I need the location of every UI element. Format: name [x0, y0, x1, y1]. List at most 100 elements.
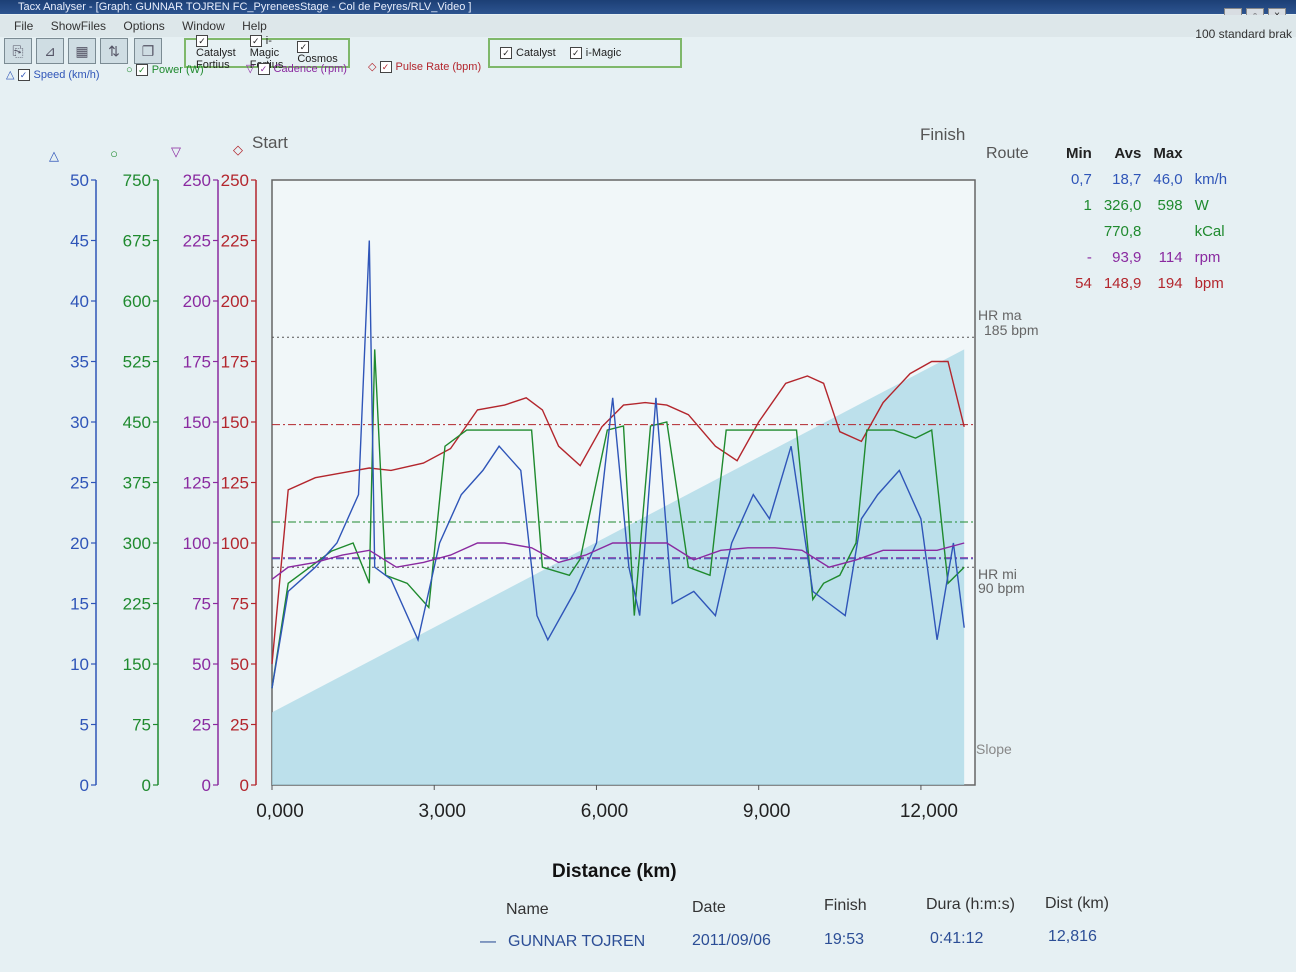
menu-options[interactable]: Options — [123, 19, 165, 33]
checkbox-icon[interactable]: ✓ — [135, 64, 148, 76]
pulse-tick-label: 100 — [221, 534, 249, 553]
toggle-power[interactable]: ○ ✓ Power (W) — [126, 64, 204, 76]
stats-header-unit — [1189, 140, 1234, 166]
checkbox-icon[interactable]: ✓ — [257, 63, 270, 75]
cadence-axis-marker: ▽ — [171, 144, 181, 159]
stats-row-pulse: 54 148,9 194 bpm — [1060, 270, 1233, 296]
hr-min-label-line1: HR mi — [978, 566, 1017, 582]
inverted-triangle-icon: ▽ — [246, 63, 255, 75]
power-tick-label: 225 — [123, 595, 151, 614]
stats-cell: 93,9 — [1112, 248, 1142, 266]
device-group-classic: ✓ Catalyst ✓ i-Magic — [488, 38, 682, 68]
cadence-tick-label: 225 — [183, 232, 211, 251]
open-icon[interactable]: ⎘ — [4, 38, 32, 64]
ride-duration: 0:41:12 — [930, 930, 984, 947]
diamond-icon: ◇ — [368, 61, 377, 73]
windows-icon[interactable]: ❐ — [134, 38, 162, 64]
circle-icon: ○ — [126, 64, 133, 76]
ride-finish: 19:53 — [824, 931, 865, 948]
stats-cell — [1147, 218, 1188, 244]
stats-cell: 770,8 — [1103, 222, 1142, 240]
menu-showfiles[interactable]: ShowFiles — [50, 19, 107, 33]
stats-cell: 326,0 — [1103, 196, 1142, 214]
toggle-cosmos[interactable]: ✓Cosmos — [297, 41, 338, 65]
x-tick-label: 0,000 — [256, 801, 304, 822]
speed-tick-label: 0 — [80, 776, 89, 795]
compare-icon[interactable]: ⇅ — [100, 38, 128, 64]
stats-cell: rpm — [1194, 248, 1221, 266]
pulse-tick-label: 175 — [221, 353, 249, 372]
ride-name[interactable]: GUNNAR TOJREN — [508, 933, 646, 950]
toggle-speed[interactable]: △ ✓ Speed (km/h) — [6, 69, 100, 81]
start-label: Start — [252, 133, 288, 152]
ride-header-finish: Finish — [824, 897, 867, 914]
stats-row-power: 1 326,0 598 W — [1060, 192, 1233, 218]
stats-header-row: Min Avs Max — [1060, 140, 1233, 166]
hr-max-label-line2: 185 bpm — [984, 322, 1038, 338]
graph-icon[interactable]: ⊿ — [36, 38, 64, 64]
stats-cell: - — [1086, 248, 1092, 266]
menu-file[interactable]: File — [14, 19, 34, 33]
stats-cell: 1 — [1083, 196, 1092, 214]
x-axis: 0,000 3,000 6,000 9,000 12,000 — [256, 785, 958, 822]
brake-label: 100 standard brak — [1195, 27, 1292, 41]
checkbox-icon[interactable]: ✓ — [379, 61, 392, 73]
route-label: Route — [986, 145, 1029, 162]
stats-panel: Min Avs Max 0,7 18,7 46,0 km/h 1 326,0 5… — [1060, 140, 1233, 296]
cadence-tick-label: 125 — [183, 474, 211, 493]
stats-cell: kCal — [1194, 222, 1225, 240]
pulse-tick-label: 75 — [230, 595, 249, 614]
speed-tick-label: 50 — [70, 171, 89, 190]
checkbox-icon[interactable]: ✓ — [500, 47, 512, 59]
ride-header-distance: Dist (km) — [1045, 895, 1109, 912]
ride-header-name: Name — [506, 901, 549, 918]
toggle-cadence[interactable]: ▽ ✓ Cadence (rpm) — [246, 63, 347, 75]
speed-series-line — [271, 240, 965, 689]
stats-header-min: Min — [1066, 144, 1092, 162]
ride-distance: 12,816 — [1048, 928, 1097, 945]
power-tick-label: 600 — [123, 292, 151, 311]
toggle-catalyst[interactable]: ✓ Catalyst — [500, 47, 556, 59]
cadence-series-line — [271, 542, 965, 580]
checkbox-icon[interactable]: ✓ — [569, 47, 582, 59]
pulse-tick-label: 150 — [221, 413, 249, 432]
checkbox-icon[interactable]: ✓ — [17, 69, 30, 81]
finish-label: Finish — [920, 125, 965, 144]
pulse-tick-label: 25 — [230, 716, 249, 735]
speed-tick-label: 30 — [70, 413, 89, 432]
stats-row-cadence: - 93,9 114 rpm — [1060, 244, 1233, 270]
x-tick-label: 9,000 — [743, 801, 791, 822]
x-tick-label: 6,000 — [581, 801, 629, 822]
stats-cell: 114 — [1158, 248, 1183, 266]
ride-header-duration: Dura (h:m:s) — [926, 896, 1015, 913]
toggle-catalyst-fortius[interactable]: ✓Catalyst Fortius — [196, 35, 236, 71]
stats-cell: 148,9 — [1103, 274, 1142, 292]
stats-row-speed: 0,7 18,7 46,0 km/h — [1060, 166, 1233, 192]
cadence-tick-label: 50 — [192, 655, 211, 674]
power-axis-marker: ○ — [110, 146, 118, 161]
pulse-tick-label: 225 — [221, 232, 249, 251]
checkbox-icon[interactable]: ✓ — [249, 35, 262, 47]
power-tick-label: 375 — [123, 474, 151, 493]
pulse-axis-marker: ◇ — [233, 142, 243, 157]
window-title: Tacx Analyser - [Graph: GUNNAR TOJREN FC… — [18, 1, 472, 13]
speed-tick-label: 40 — [70, 292, 89, 311]
pulse-series-line — [271, 360, 965, 665]
triangle-icon: △ — [6, 69, 15, 81]
toggle-pulse[interactable]: ◇ ✓ Pulse Rate (bpm) — [368, 61, 482, 73]
ride-header-date: Date — [692, 899, 726, 916]
slope-label: Slope — [976, 741, 1012, 757]
menu-help[interactable]: Help — [242, 19, 267, 33]
power-tick-label: 150 — [123, 655, 151, 674]
cadence-tick-label: 200 — [183, 292, 211, 311]
power-tick-label: 75 — [132, 716, 151, 735]
stats-cell: bpm — [1194, 274, 1224, 292]
pulse-tick-label: 250 — [221, 171, 249, 190]
menu-window[interactable]: Window — [182, 19, 225, 33]
toggle-imagic[interactable]: ✓ i-Magic — [569, 47, 621, 59]
table-icon[interactable]: ▦ — [68, 38, 96, 64]
plot-area — [271, 179, 976, 786]
stats-cell: 598 — [1157, 196, 1183, 214]
menu-bar: File ShowFiles Options Window Help — [0, 15, 1296, 37]
speed-tick-label: 10 — [70, 655, 89, 674]
